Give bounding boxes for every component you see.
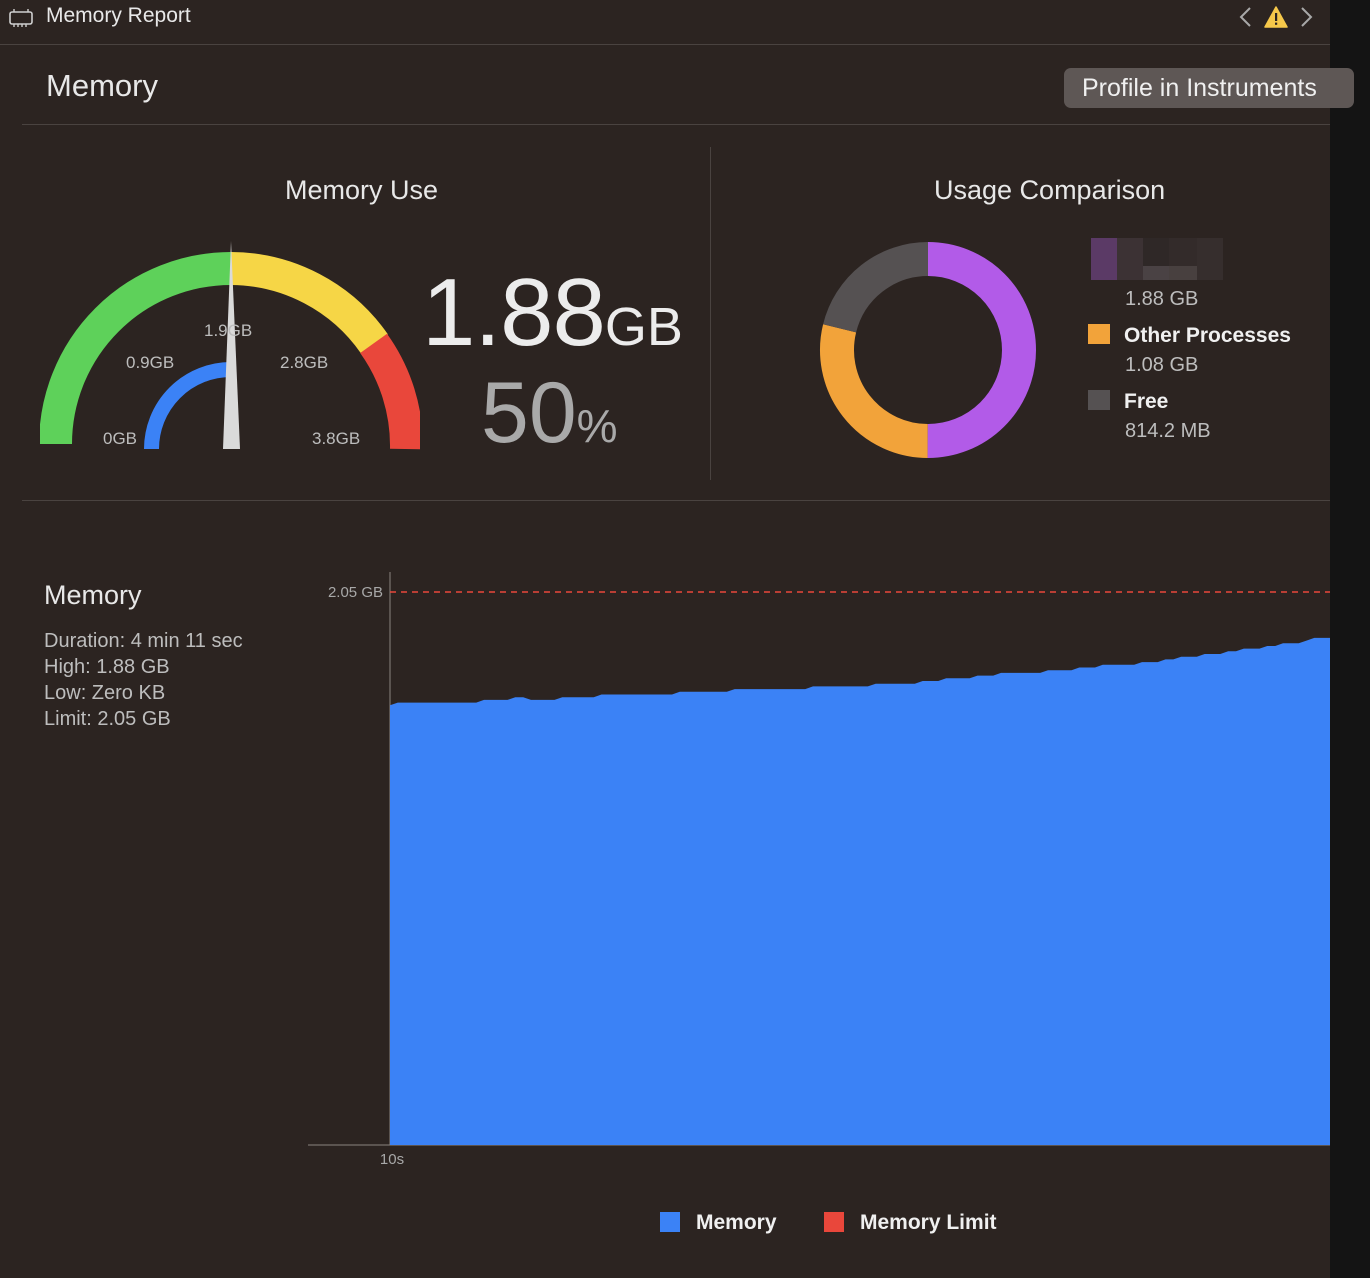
memory-use-value: 1.88GB (422, 258, 683, 368)
x-tick-label: 10s (380, 1151, 404, 1168)
gauge-needle (223, 241, 240, 449)
divider (710, 147, 711, 480)
legend-limit-label: Memory Limit (860, 1211, 997, 1234)
memory-use-number: 1.88 (422, 259, 606, 366)
redacted-app-name (1091, 238, 1223, 280)
memory-use-title: Memory Use (285, 175, 439, 205)
gauge-tick-label: 0GB (103, 429, 137, 448)
gauge-tick-label: 0.9GB (126, 353, 174, 372)
gauge-red-arc (359, 333, 420, 450)
donut-slice (820, 324, 929, 458)
memory-use-gauge: 0GB 0.9GB 1.9GB 2.8GB 3.8GB (40, 241, 420, 450)
memory-use-percent: 50% (481, 364, 618, 463)
gauge-tick-label: 1.9GB (204, 321, 252, 340)
page-title: Memory (46, 68, 158, 103)
memory-area-chart: 2.05 GB 10s (308, 572, 1330, 1168)
gauge-tick-label: 2.8GB (280, 353, 328, 372)
chevron-left-icon[interactable] (1236, 4, 1256, 30)
divider (22, 500, 1330, 501)
usage-donut-chart (820, 242, 1036, 458)
memory-area-series (390, 637, 1330, 1145)
stat-limit: Limit: 2.05 GB (44, 708, 171, 730)
memory-chip-icon (9, 9, 33, 27)
legend-memory-label: Memory (696, 1211, 777, 1234)
memory-chart-title: Memory (44, 580, 142, 610)
donut-slice (823, 242, 929, 333)
warning-icon[interactable] (1264, 6, 1288, 28)
stat-duration: Duration: 4 min 11 sec (44, 630, 243, 652)
percent-symbol: % (576, 400, 618, 452)
legend-other-swatch (1088, 324, 1110, 344)
gauge-usage-arc (144, 362, 232, 450)
window-edge (1330, 0, 1370, 1278)
chevron-right-icon[interactable] (1296, 4, 1316, 30)
legend-free-label: Free (1124, 390, 1169, 413)
percent-number: 50 (481, 365, 577, 461)
stat-low: Low: Zero KB (44, 682, 166, 704)
legend-free-value: 814.2 MB (1125, 420, 1211, 442)
window-title: Memory Report (46, 4, 191, 27)
gauge-yellow-arc (230, 252, 388, 354)
y-tick-label: 2.05 GB (328, 584, 383, 601)
legend-memory-swatch (660, 1212, 680, 1232)
divider (22, 124, 1330, 125)
profile-in-instruments-button[interactable]: Profile in Instruments (1064, 68, 1354, 108)
legend-limit-swatch (824, 1212, 844, 1232)
title-bar: Memory Report (0, 0, 1330, 45)
memory-use-unit: GB (604, 297, 683, 357)
gauge-green-arc (40, 252, 232, 445)
stat-high: High: 1.88 GB (44, 656, 170, 678)
legend-other-label: Other Processes (1124, 324, 1291, 347)
gauge-tick-label: 3.8GB (312, 429, 360, 448)
donut-slice (927, 242, 1036, 458)
legend-other-value: 1.08 GB (1125, 354, 1199, 376)
usage-comparison-title: Usage Comparison (934, 175, 1166, 205)
legend-free-swatch (1088, 390, 1110, 410)
legend-app-value: 1.88 GB (1125, 288, 1199, 310)
